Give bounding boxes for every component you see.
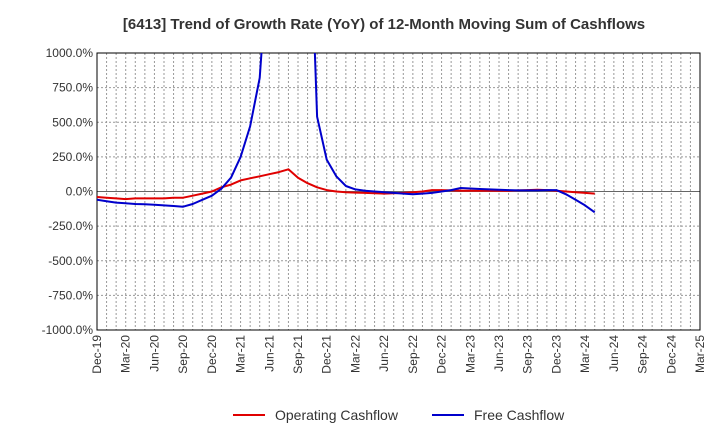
legend-label: Operating Cashflow (275, 407, 399, 423)
x-tick-label: Sep-24 (636, 335, 650, 374)
x-tick-label: Mar-23 (463, 335, 477, 373)
x-tick-label: Dec-21 (320, 335, 334, 374)
y-tick-label: 250.0% (52, 150, 93, 164)
series-line-free-cashflow (313, 53, 596, 214)
y-tick-label: 500.0% (52, 115, 93, 129)
y-tick-label: -250.0% (48, 219, 93, 233)
x-tick-label: Mar-20 (119, 335, 133, 373)
y-tick-label: -500.0% (48, 254, 93, 268)
x-tick-label: Mar-21 (234, 335, 248, 373)
y-tick-label: 0.0% (66, 185, 94, 199)
x-tick-label: Dec-20 (205, 335, 219, 374)
chart-title: [6413] Trend of Growth Rate (YoY) of 12-… (123, 16, 645, 33)
grid (97, 53, 700, 330)
series-layer (97, 53, 596, 214)
x-tick-label: Dec-24 (664, 335, 678, 374)
plot-frame (96, 52, 701, 331)
x-tick-label: Jun-21 (262, 335, 276, 372)
y-tick-label: -1000.0% (42, 323, 94, 337)
x-tick-label: Mar-24 (578, 335, 592, 373)
x-tick-label: Jun-24 (607, 335, 621, 372)
x-tick-label: Sep-21 (291, 335, 305, 374)
y-tick-label: 750.0% (52, 81, 93, 95)
x-tick-label: Dec-22 (435, 335, 449, 374)
x-tick-label: Jun-23 (492, 335, 506, 372)
x-tick-label: Dec-19 (90, 335, 104, 374)
series-line-free-cashflow (97, 53, 263, 208)
x-tick-label: Jun-20 (147, 335, 161, 372)
x-tick-label: Sep-23 (521, 335, 535, 374)
x-tick-label: Jun-22 (377, 335, 391, 372)
x-axis-ticks: Dec-19 Mar-20 Jun-20 Sep-20 Dec-20 Mar-21 Jun-… (90, 335, 707, 374)
y-tick-label: -750.0% (48, 288, 93, 302)
y-tick-label: 1000.0% (46, 46, 94, 60)
x-tick-label: Mar-22 (348, 335, 362, 373)
x-tick-label: Dec-23 (549, 335, 563, 374)
legend: Operating Cashflow Free Cashflow (233, 407, 565, 423)
y-axis-ticks: 1000.0% 750.0% 500.0% 250.0% 0.0% -250.0% -500… (42, 46, 94, 337)
legend-label: Free Cashflow (474, 407, 565, 423)
x-tick-label: Mar-25 (693, 335, 707, 373)
x-tick-label: Sep-20 (176, 335, 190, 374)
x-tick-label: Sep-22 (406, 335, 420, 374)
